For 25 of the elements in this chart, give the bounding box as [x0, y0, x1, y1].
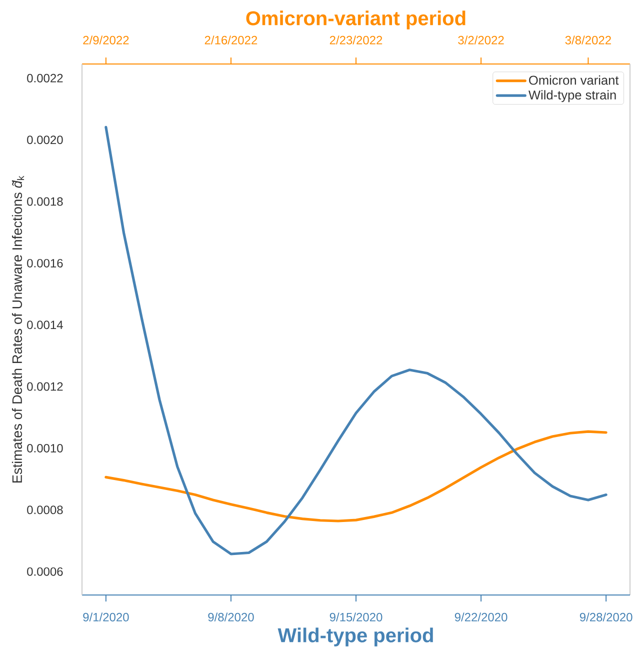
x-tick-label: 9/15/2020 [330, 612, 382, 622]
x-tick-label: 9/1/2020 [83, 612, 129, 622]
legend-label: Wild-type strain [528, 90, 616, 102]
x2-tick-label: 2/16/2022 [204, 36, 258, 44]
y-tick-label: 0.0014 [27, 320, 63, 330]
x-tick-label: 9/28/2020 [580, 612, 632, 622]
y-axis-title: Estimates of Death Rates of Unaware Infections d̃$_{k}$ [12, 176, 24, 483]
y-tick-label: 0.0018 [27, 197, 63, 206]
x2-tick-label: 3/2/2022 [458, 36, 504, 44]
y-tick-label: 0.0012 [27, 382, 63, 391]
legend-label: Omicron variant [529, 75, 619, 85]
y-tick-label: 0.0010 [27, 444, 63, 452]
y-tick-label: 0.0022 [27, 74, 63, 82]
y-tick-label: 0.0008 [27, 506, 63, 514]
y-tick-label: 0.0006 [27, 567, 63, 576]
x2-tick-label: 3/8/2022 [565, 36, 611, 44]
x2-tick-label: 2/9/2022 [83, 36, 129, 44]
x-tick-label: 9/22/2020 [454, 612, 508, 622]
x2-axis-title: Omicron-variant period [246, 10, 466, 30]
y-tick-label: 0.0020 [27, 136, 63, 144]
line-series [104, 126, 608, 556]
x2-tick-label: 2/23/2022 [330, 36, 382, 44]
x-axis-title: Wild-type period [278, 628, 433, 646]
y-tick-label: 0.0016 [27, 258, 63, 268]
x-tick-label: 9/8/2020 [208, 612, 254, 622]
